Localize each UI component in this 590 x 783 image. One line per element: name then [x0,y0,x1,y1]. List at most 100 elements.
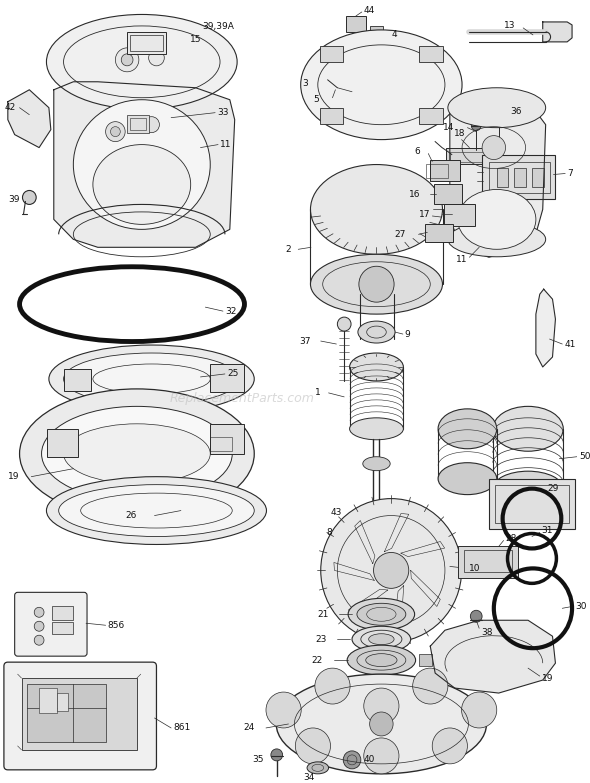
Circle shape [34,635,44,645]
Ellipse shape [357,604,406,626]
Circle shape [321,499,461,642]
Circle shape [110,127,120,136]
Text: 42: 42 [5,103,16,112]
Text: 4: 4 [391,31,397,39]
Bar [52,606,73,620]
Circle shape [271,749,283,761]
Bar [39,688,57,713]
Polygon shape [355,521,375,564]
Circle shape [34,608,44,617]
Ellipse shape [347,645,415,675]
Ellipse shape [64,353,240,405]
Text: 31: 31 [542,526,553,535]
Ellipse shape [366,654,397,666]
Circle shape [364,738,399,774]
Text: 861: 861 [173,723,191,732]
Ellipse shape [351,518,402,547]
Polygon shape [543,22,572,41]
Bar [446,147,500,164]
Polygon shape [411,570,440,607]
Text: 9: 9 [405,330,411,338]
Circle shape [359,266,394,302]
Polygon shape [334,562,374,580]
Bar [21,678,137,750]
Bar [370,26,384,38]
Text: 13: 13 [504,21,515,31]
Bar [419,108,443,124]
Text: 6: 6 [415,147,421,156]
Bar [434,185,461,204]
Circle shape [364,688,399,724]
Text: 28: 28 [506,534,517,543]
Bar [450,152,496,161]
Text: 36: 36 [510,107,522,116]
Bar [489,478,575,529]
Polygon shape [348,590,388,615]
Text: 37: 37 [300,337,311,345]
Text: 1: 1 [315,388,321,398]
Text: 29: 29 [548,484,559,493]
Ellipse shape [41,406,232,501]
Ellipse shape [448,222,546,257]
Bar [27,684,106,742]
Circle shape [337,317,351,331]
Ellipse shape [310,164,442,254]
Bar [532,168,544,187]
Bar [430,160,460,182]
Text: 23: 23 [315,635,327,644]
Bar [418,654,432,666]
Text: 50: 50 [579,453,590,461]
Circle shape [373,553,409,588]
Text: 15: 15 [190,35,201,45]
Circle shape [412,668,448,704]
Ellipse shape [301,30,462,139]
Ellipse shape [47,477,267,544]
Text: 17: 17 [419,210,430,219]
Bar [514,168,526,187]
Polygon shape [385,514,409,552]
Bar [130,35,163,51]
Text: 27: 27 [395,230,406,239]
Bar [495,485,569,522]
Polygon shape [536,289,555,367]
Ellipse shape [350,418,404,440]
Text: 3: 3 [302,79,308,88]
Ellipse shape [358,321,395,343]
Ellipse shape [493,406,563,451]
Circle shape [106,121,125,142]
Circle shape [471,121,481,131]
Text: 30: 30 [575,602,586,611]
Ellipse shape [448,88,546,128]
Bar [320,45,343,62]
Bar [130,117,146,130]
Bar [497,168,509,187]
Circle shape [461,692,497,728]
Polygon shape [394,586,404,630]
Ellipse shape [458,189,536,249]
Text: 2: 2 [286,245,291,254]
Ellipse shape [47,14,237,109]
Text: 19: 19 [8,472,19,482]
Text: 11: 11 [456,254,467,264]
Ellipse shape [369,633,394,644]
Ellipse shape [310,254,442,314]
Polygon shape [430,620,555,693]
Bar [210,437,232,451]
Text: 22: 22 [312,655,323,665]
Ellipse shape [493,471,563,506]
Text: 34: 34 [303,774,314,782]
Bar [210,364,244,392]
Circle shape [34,621,44,631]
Circle shape [482,135,506,160]
Text: ReplacementParts.com: ReplacementParts.com [170,392,314,405]
FancyBboxPatch shape [15,592,87,656]
Text: 26: 26 [126,511,137,520]
Circle shape [315,668,350,704]
Text: 7: 7 [567,169,573,178]
Ellipse shape [350,353,404,381]
Circle shape [266,692,301,728]
Ellipse shape [359,524,394,542]
Text: 11: 11 [220,140,231,149]
Bar [127,114,149,132]
Text: 39: 39 [8,195,19,204]
